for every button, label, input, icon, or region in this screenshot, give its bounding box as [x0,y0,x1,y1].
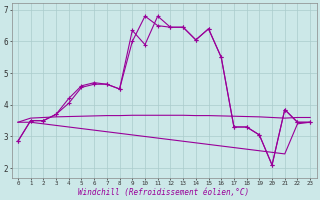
X-axis label: Windchill (Refroidissement éolien,°C): Windchill (Refroidissement éolien,°C) [78,188,250,197]
